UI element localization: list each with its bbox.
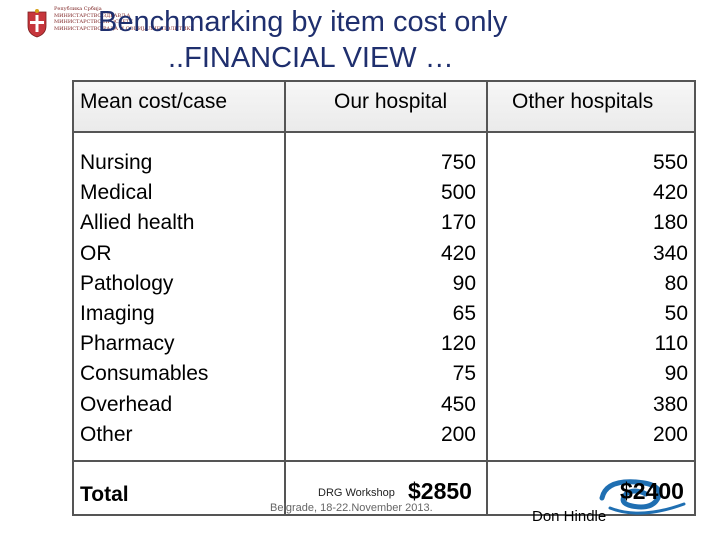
our-value: 450: [440, 392, 476, 416]
logo-line: Република Србија: [54, 6, 102, 12]
our-value: 500: [440, 181, 476, 205]
table-header-divider: [72, 131, 696, 133]
our-value: 170: [440, 211, 476, 235]
slide-subtitle: ..FINANCIAL VIEW …: [168, 42, 454, 74]
other-value: 180: [652, 211, 688, 235]
table-col-divider-1: [284, 80, 286, 516]
other-value: 340: [652, 241, 688, 265]
row-label: Medical: [80, 181, 153, 205]
our-value: 75: [452, 362, 476, 386]
row-labels: Nursing Medical Allied health OR Patholo…: [80, 148, 208, 450]
header-our-hospital: Our hospital: [334, 90, 448, 113]
other-value: 80: [664, 271, 688, 295]
other-value: 380: [652, 392, 688, 416]
row-label: Pharmacy: [80, 332, 175, 356]
slide-title: Benchmarking by item cost only: [98, 6, 508, 38]
table-bottom-border: [72, 514, 696, 516]
row-label: Pathology: [80, 271, 174, 295]
row-label: Imaging: [80, 302, 155, 326]
row-label: Allied health: [80, 211, 195, 235]
logo-line: МИНИСТАРСТВО РАДА И СОЦИЈАЛНЕ ПОЛИТИКЕ: [54, 25, 194, 32]
row-label: Other: [80, 422, 133, 446]
our-value: 120: [440, 332, 476, 356]
table-col-divider-2: [486, 80, 488, 516]
footer-author: Don Hindle: [532, 508, 607, 525]
logo-line: МИНИСТАРСТВО ПРОСВЕТЕ: [54, 19, 133, 25]
table-header-band: [72, 80, 696, 132]
other-value: 550: [652, 151, 688, 174]
other-hospitals-values: 550 420 180 340 80 50 110 90 380 200: [582, 148, 688, 450]
our-value: 65: [452, 302, 476, 326]
our-value: 90: [452, 271, 476, 295]
row-label: Consumables: [80, 362, 209, 386]
table-top-border: [72, 80, 696, 82]
other-value: 200: [652, 422, 688, 446]
ministry-logo-text: Република Србија МИНИСТАРСТВО ЗДРАВЉА МИ…: [54, 6, 204, 32]
total-other-hospitals: $2400: [620, 478, 684, 504]
serbian-coat-of-arms-icon: [27, 9, 47, 38]
our-value: 200: [440, 422, 476, 446]
swirl-logo-icon: [599, 479, 686, 515]
header-mean-cost: Mean cost/case: [80, 90, 228, 113]
other-value: 420: [652, 181, 688, 205]
our-value: 420: [440, 241, 476, 265]
our-hospital-values: 750 500 170 420 90 65 120 75 450 200: [372, 148, 476, 450]
table-left-border: [72, 80, 74, 516]
table-right-border: [694, 80, 696, 516]
total-our-hospital: $2850: [408, 478, 472, 504]
row-label: Nursing: [80, 151, 153, 174]
row-label: Overhead: [80, 392, 173, 416]
footer-workshop: DRG Workshop: [318, 487, 395, 499]
logo-line: МИНИСТАРСТВО ЗДРАВЉА: [54, 12, 131, 19]
footer-location: Belgrade, 18-22.November 2013.: [270, 502, 433, 514]
total-label: Total: [80, 483, 129, 506]
other-value: 110: [654, 332, 688, 356]
other-value: 90: [664, 362, 688, 386]
cost-table: Mean cost/case Our hospital Other hospit…: [72, 80, 696, 516]
header-other-hospitals: Other hospitals: [512, 90, 654, 113]
other-value: 50: [664, 302, 688, 326]
our-value: 750: [440, 151, 476, 174]
row-label: OR: [80, 241, 112, 265]
table-total-divider: [72, 460, 696, 462]
